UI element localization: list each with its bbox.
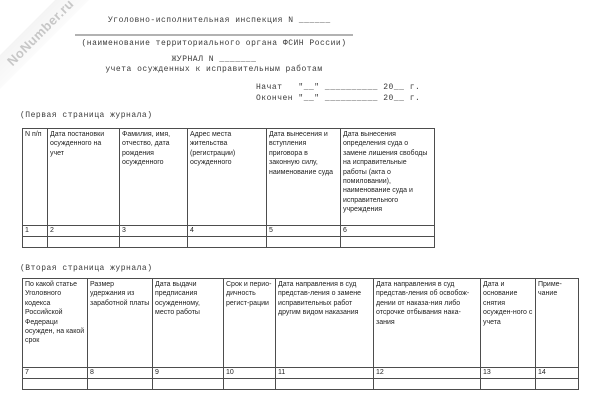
col-header: Дата вынесения определения суда о замене… [340, 128, 435, 226]
empty-cell [187, 236, 267, 248]
inspection-title-line: Уголовно-исполнительная инспекция N ____… [108, 16, 331, 25]
empty-cell [87, 378, 153, 390]
empty-cell [480, 378, 536, 390]
org-name-caption: (наименование территориального органа ФС… [81, 39, 347, 48]
col-header: Дата и основание снятия осужден-ного с у… [480, 278, 536, 368]
empty-cell [22, 378, 88, 390]
col-number: 9 [152, 367, 224, 379]
col-number: 12 [373, 367, 481, 379]
col-header: Дата направления в суд представ-ления о … [275, 278, 374, 368]
header-underline [75, 34, 353, 36]
watermark-band: NoNumber.ru [0, 0, 109, 101]
col-header: Фамилия, имя, отчество, дата рождения ос… [119, 128, 188, 226]
table-row: 7 8 9 10 11 12 13 14 [22, 367, 579, 379]
col-number: 5 [266, 225, 341, 237]
page1-table: N п/п Дата постановки осужденного на уче… [22, 128, 435, 248]
empty-cell [373, 378, 481, 390]
empty-cell [47, 236, 120, 248]
col-header: По какой статье Уголовного кодекса Росси… [22, 278, 88, 368]
empty-cell [223, 378, 276, 390]
empty-cell [340, 236, 435, 248]
started-line: Начат "__" __________ 20__ г. [256, 83, 421, 92]
table-row [22, 378, 579, 390]
col-header: Дата направления в суд представ-ления об… [373, 278, 481, 368]
col-number: 7 [22, 367, 88, 379]
empty-cell [275, 378, 374, 390]
watermark-text: NoNumber.ru [3, 0, 77, 69]
col-header: Приме-чание [535, 278, 579, 368]
empty-cell [119, 236, 188, 248]
table-row [22, 236, 435, 248]
col-number: 14 [535, 367, 579, 379]
finished-line: Окончен "__" __________ 20__ г. [256, 94, 421, 103]
col-number: 13 [480, 367, 536, 379]
empty-cell [22, 236, 48, 248]
col-header: Дата постановки осужденного на учет [47, 128, 120, 226]
journal-title: ЖУРНАЛ N _______ [171, 55, 257, 64]
col-header: Срок и перио-дичность регист-рации [223, 278, 276, 368]
col-number: 8 [87, 367, 153, 379]
col-header: Дата вынесения и вступления приговора в … [266, 128, 341, 226]
col-header: Размер удержания из заработной платы [87, 278, 153, 368]
col-header: Дата выдачи предписания осужденному, мес… [152, 278, 224, 368]
col-number: 1 [22, 225, 48, 237]
col-header: N п/п [22, 128, 48, 226]
col-number: 2 [47, 225, 120, 237]
empty-cell [266, 236, 341, 248]
table-row: 1 2 3 4 5 6 [22, 225, 435, 237]
empty-cell [152, 378, 224, 390]
journal-dates: Начат "__" __________ 20__ г. Окончен "_… [256, 82, 420, 104]
journal-subtitle: учета осужденных к исправительным работа… [105, 65, 323, 74]
page2-table: По какой статье Уголовного кодекса Росси… [22, 278, 579, 390]
page1-caption: (Первая страница журнала) [20, 111, 153, 120]
col-number: 6 [340, 225, 435, 237]
page2-caption: (Вторая страница журнала) [20, 264, 153, 273]
table-row: N п/п Дата постановки осужденного на уче… [22, 128, 435, 226]
col-number: 10 [223, 367, 276, 379]
col-header: Адрес места жительства (регистрации) осу… [187, 128, 267, 226]
col-number: 11 [275, 367, 374, 379]
empty-cell [535, 378, 579, 390]
table-row: По какой статье Уголовного кодекса Росси… [22, 278, 579, 368]
col-number: 4 [187, 225, 267, 237]
col-number: 3 [119, 225, 188, 237]
